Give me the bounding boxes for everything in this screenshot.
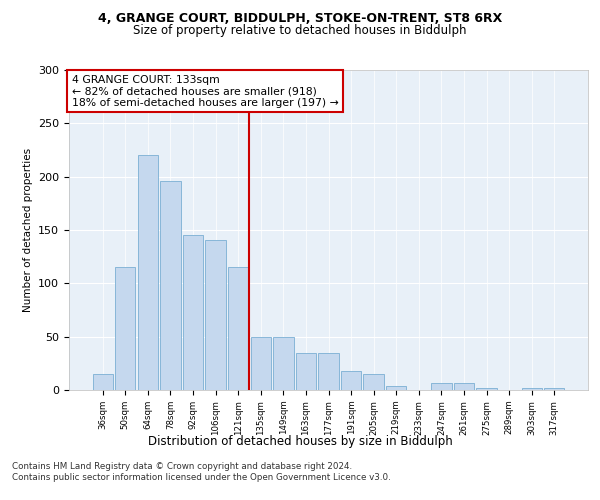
- Bar: [205, 240, 226, 390]
- Bar: [431, 382, 452, 390]
- Text: Distribution of detached houses by size in Biddulph: Distribution of detached houses by size …: [148, 435, 452, 448]
- Text: Contains public sector information licensed under the Open Government Licence v3: Contains public sector information licen…: [12, 473, 391, 482]
- Bar: [341, 371, 361, 390]
- Bar: [251, 336, 271, 390]
- Bar: [92, 374, 113, 390]
- Bar: [319, 352, 338, 390]
- Bar: [386, 386, 406, 390]
- Text: 4, GRANGE COURT, BIDDULPH, STOKE-ON-TRENT, ST8 6RX: 4, GRANGE COURT, BIDDULPH, STOKE-ON-TREN…: [98, 12, 502, 26]
- Bar: [454, 382, 474, 390]
- Y-axis label: Number of detached properties: Number of detached properties: [23, 148, 32, 312]
- Bar: [273, 336, 293, 390]
- Bar: [183, 236, 203, 390]
- Bar: [476, 388, 497, 390]
- Bar: [521, 388, 542, 390]
- Bar: [115, 268, 136, 390]
- Text: Size of property relative to detached houses in Biddulph: Size of property relative to detached ho…: [133, 24, 467, 37]
- Bar: [138, 156, 158, 390]
- Text: 4 GRANGE COURT: 133sqm
← 82% of detached houses are smaller (918)
18% of semi-de: 4 GRANGE COURT: 133sqm ← 82% of detached…: [71, 75, 338, 108]
- Bar: [544, 388, 565, 390]
- Bar: [228, 268, 248, 390]
- Bar: [364, 374, 384, 390]
- Bar: [160, 181, 181, 390]
- Text: Contains HM Land Registry data © Crown copyright and database right 2024.: Contains HM Land Registry data © Crown c…: [12, 462, 352, 471]
- Bar: [296, 352, 316, 390]
